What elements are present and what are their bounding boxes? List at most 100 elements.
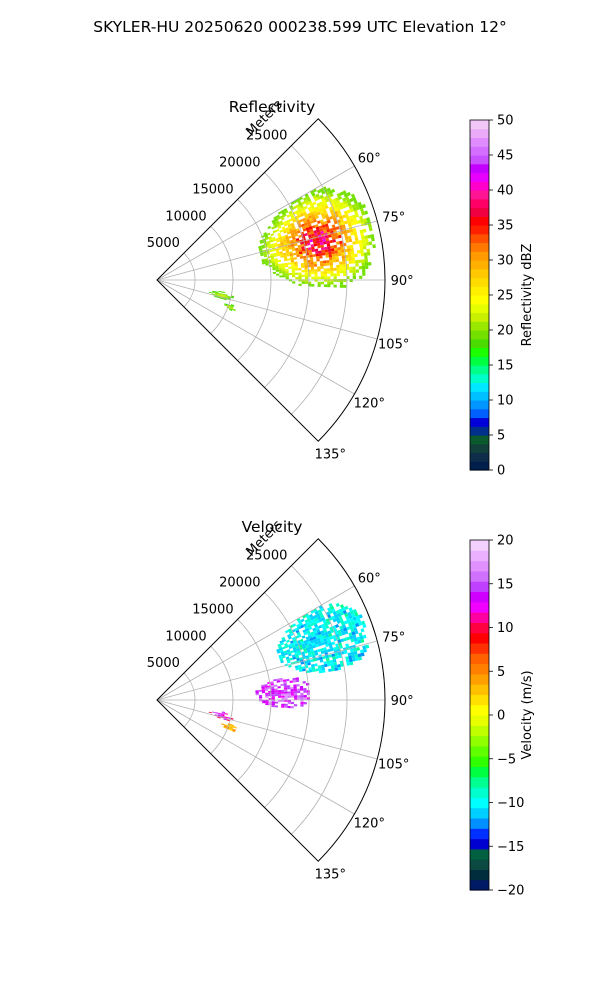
echo-bin: [258, 247, 263, 250]
echo-bin: [344, 236, 349, 240]
echo-bin: [282, 646, 286, 650]
echo-bin: [296, 623, 301, 628]
echo-bin: [255, 690, 259, 693]
colorbar-swatch: [470, 172, 489, 182]
echo-bin: [323, 622, 328, 627]
echo-bin: [330, 268, 334, 271]
echo-bin: [334, 253, 339, 257]
echo-bin: [287, 223, 292, 228]
echo-bin: [322, 227, 327, 231]
echo-region: [255, 677, 311, 709]
echo-bin: [321, 206, 326, 211]
echo-bin: [287, 258, 291, 261]
echo-bin: [263, 253, 267, 256]
echo-bin: [331, 236, 336, 240]
echo-bin: [368, 223, 372, 228]
echo-bin: [343, 279, 347, 282]
echo-bin: [352, 196, 357, 201]
echo-bin: [322, 209, 327, 213]
echo-bin: [344, 613, 349, 618]
echo-bin: [352, 272, 356, 276]
echo-bin: [308, 209, 313, 213]
echo-bin: [277, 211, 282, 215]
echo-bin: [299, 669, 303, 673]
echo-bin: [277, 686, 281, 689]
echo-bin: [314, 248, 319, 252]
echo-bin: [278, 654, 282, 658]
echo-bin: [294, 704, 298, 707]
echo-bin: [306, 229, 311, 233]
echo-bin: [312, 210, 317, 214]
echo-bin: [271, 692, 275, 695]
echo-bin: [344, 630, 349, 635]
echo-bin: [361, 239, 366, 244]
echo-bin: [276, 648, 280, 652]
echo-bin: [320, 221, 325, 226]
echo-bin: [326, 268, 331, 272]
colorbar-swatch: [470, 417, 489, 427]
colorbar-swatch: [470, 828, 489, 840]
echo-bin: [299, 204, 304, 209]
echo-bin: [284, 652, 289, 656]
echo-bin: [346, 662, 351, 666]
echo-bin: [326, 219, 331, 224]
echo-bin: [275, 264, 279, 267]
echo-bin: [311, 618, 316, 623]
echo-bin: [314, 663, 318, 667]
echo-bin: [335, 624, 340, 628]
echo-bin: [304, 279, 309, 282]
echo-bin: [265, 261, 269, 264]
echo-bin: [270, 685, 275, 688]
echo-bin: [330, 629, 335, 634]
echo-bin: [320, 614, 325, 619]
echo-bin: [303, 220, 307, 224]
echo-bin: [306, 255, 310, 258]
echo-bin: [354, 630, 359, 635]
echo-bin: [305, 682, 310, 686]
echo-bin: [337, 612, 342, 617]
echo-bin: [326, 260, 330, 264]
echo-bin: [224, 303, 228, 306]
echo-bin: [282, 252, 287, 256]
echo-bin: [348, 658, 353, 663]
echo-bin: [318, 625, 323, 629]
azimuth-tick-label: 90°: [391, 274, 414, 289]
colorbar-swatch: [470, 400, 489, 410]
echo-bin: [306, 615, 311, 620]
echo-bin: [333, 661, 337, 666]
velocity-colorbar: −20 −15 −10 −5 0 5 10 15 20: [469, 534, 524, 899]
echo-bin: [286, 649, 291, 653]
echo-bin: [286, 678, 290, 682]
echo-bin: [346, 245, 351, 249]
echo-bin: [349, 625, 354, 630]
colorbar-swatch: [470, 461, 489, 471]
echo-bin: [354, 253, 358, 258]
echo-bin: [317, 665, 322, 669]
echo-bin: [338, 215, 343, 220]
range-tick-label: 25000: [246, 129, 287, 144]
echo-bin: [313, 614, 318, 619]
echo-bin: [311, 276, 315, 280]
echo-bin: [294, 247, 299, 251]
echo-bin: [323, 273, 328, 277]
colorbar-swatch: [470, 207, 489, 217]
echo-bin: [304, 642, 309, 646]
echo-bin: [306, 218, 310, 223]
echo-bin: [220, 295, 225, 298]
echo-bin: [290, 215, 295, 219]
velocity-azimuth-tick-labels: 60° 75° 90° 105° 120° 135°: [315, 571, 414, 882]
colorbar-tick-label: −5: [497, 752, 516, 767]
echo-bin: [307, 617, 312, 622]
echo-bin: [261, 684, 265, 687]
echo-bin: [278, 247, 282, 251]
echo-bin: [316, 258, 320, 262]
colorbar-swatch: [470, 120, 489, 130]
echo-bin: [301, 248, 306, 252]
echo-bin: [330, 248, 335, 252]
echo-bin: [361, 236, 365, 240]
echo-bin: [284, 210, 289, 214]
echo-bin: [287, 628, 292, 632]
echo-bin: [336, 264, 340, 268]
echo-bin: [347, 251, 352, 255]
